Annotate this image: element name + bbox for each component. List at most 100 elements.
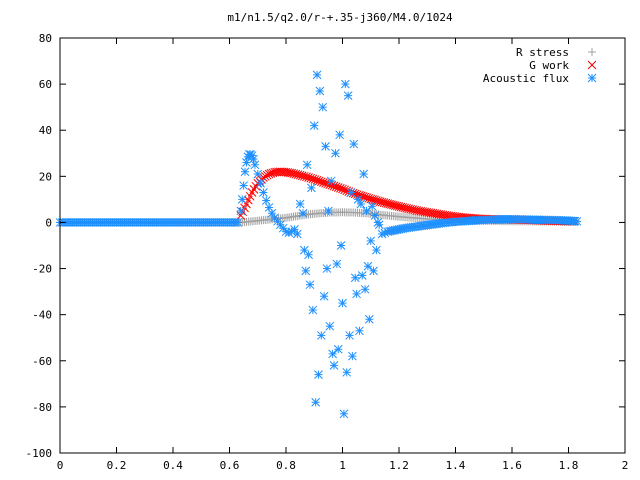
legend-label: G work: [529, 59, 569, 72]
data-point: [367, 201, 377, 211]
data-point: [336, 241, 346, 250]
data-point: [298, 208, 308, 218]
data-point: [250, 160, 260, 170]
y-tick-label: 40: [39, 124, 52, 137]
data-point: [373, 218, 383, 227]
x-tick-label: 0.4: [163, 459, 183, 472]
data-point: [364, 314, 374, 324]
data-point: [242, 158, 251, 167]
data-point: [247, 151, 257, 160]
y-tick-label: 80: [39, 32, 52, 45]
data-point: [363, 261, 373, 271]
data-point: [309, 121, 319, 130]
data-point-interp: [231, 218, 241, 227]
data-point: [335, 130, 345, 140]
data-point: [318, 102, 328, 112]
data-point: [307, 183, 316, 193]
x-tick-label: 1.6: [502, 459, 522, 472]
data-point: [322, 264, 332, 273]
data-point-interp: [308, 174, 318, 184]
data-point: [311, 397, 321, 407]
data-point: [319, 291, 329, 301]
x-tick-label: 1.8: [559, 459, 579, 472]
data-point: [328, 349, 337, 359]
data-point: [370, 211, 380, 220]
data-point: [333, 344, 343, 354]
chart-title: m1/n1.5/q2.0/r-+.35-j360/M4.0/1024: [227, 11, 453, 24]
data-point: [340, 79, 350, 89]
series-2: [55, 70, 582, 419]
data-point: [292, 229, 302, 239]
data-point-interp: [300, 171, 309, 181]
data-point: [329, 361, 339, 370]
x-tick-label: 1.4: [446, 459, 466, 472]
x-tick-label: 0.8: [276, 459, 296, 472]
data-point: [324, 206, 333, 216]
data-point: [362, 206, 371, 216]
y-tick-label: -40: [32, 309, 52, 322]
data-point: [342, 367, 352, 377]
data-point: [305, 280, 315, 290]
x-tick-label: 1.2: [389, 459, 409, 472]
data-point: [331, 148, 340, 158]
data-point: [369, 266, 378, 276]
data-point: [346, 188, 356, 197]
data-point-interp: [209, 218, 218, 227]
data-point: [326, 176, 336, 186]
data-point-interp: [333, 183, 343, 192]
data-point-interp: [67, 218, 77, 227]
y-tick-label: 60: [39, 78, 52, 91]
data-point: [360, 284, 370, 294]
data-point: [301, 266, 311, 276]
data-point: [239, 181, 248, 190]
data-point: [338, 298, 347, 308]
legend-label: R stress: [516, 46, 569, 59]
data-point: [348, 351, 357, 361]
data-point-interp: [385, 199, 394, 209]
data-point: [253, 169, 263, 179]
data-point: [359, 169, 369, 179]
data-point: [261, 196, 271, 205]
data-point-interp: [373, 196, 383, 206]
plot-marks: [55, 70, 582, 419]
data-point: [339, 409, 349, 419]
data-point: [240, 167, 250, 177]
data-point: [259, 188, 268, 197]
legend-marker: [588, 48, 596, 56]
data-point: [249, 154, 258, 164]
data-point: [332, 259, 342, 269]
data-point: [343, 91, 353, 100]
data-point: [304, 250, 313, 260]
y-tick-label: -80: [32, 401, 52, 414]
data-point: [374, 220, 384, 230]
data-point: [312, 70, 322, 80]
data-point: [308, 305, 318, 315]
data-point-interp: [81, 218, 91, 227]
data-point: [302, 160, 312, 170]
data-point-interp: [245, 191, 255, 201]
y-tick-label: -20: [32, 263, 52, 276]
data-point: [314, 370, 323, 379]
y-tick-label: 20: [39, 170, 52, 183]
data-point-interp: [138, 218, 148, 227]
data-point: [372, 245, 381, 255]
y-tick-label: 0: [45, 216, 52, 229]
data-point: [237, 195, 247, 204]
y-tick-label: -100: [26, 447, 53, 460]
x-tick-label: 0.6: [220, 459, 240, 472]
data-point: [350, 273, 360, 283]
data-point-interp: [316, 177, 326, 187]
data-point-interp: [570, 216, 580, 226]
series-1: [236, 167, 579, 226]
x-tick-label: 2: [622, 459, 629, 472]
legend-label: Acoustic flux: [483, 72, 569, 85]
data-point-interp: [266, 169, 276, 178]
data-point: [325, 321, 335, 331]
axes: 0 0.2 0.4 0.6 0.8 1 1.2 1.4 1.6 1.8 2 80 60 40 20 0 -20 -…: [26, 32, 629, 472]
data-point: [315, 86, 325, 96]
data-point: [366, 236, 376, 246]
data-point: [352, 289, 361, 299]
data-point: [357, 271, 367, 280]
